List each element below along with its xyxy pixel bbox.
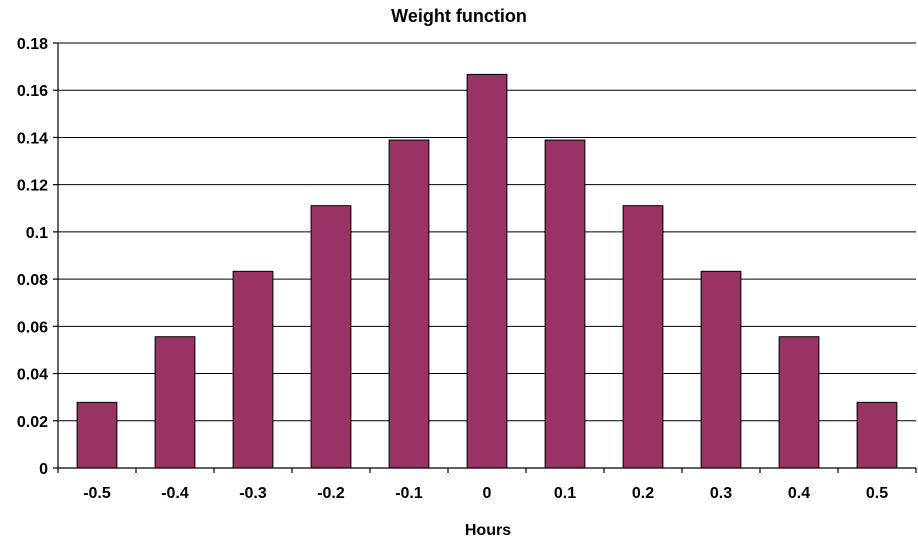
y-tick-label: 0: [39, 461, 48, 478]
x-tick-label: 0.1: [554, 485, 576, 502]
bar-0.5: [856, 401, 898, 469]
bar-0.1: [544, 139, 586, 469]
y-tick-label: 0.1: [26, 225, 48, 242]
x-tick-label: -0.3: [239, 485, 267, 502]
x-tick-labels: -0.5 -0.4 -0.3 -0.2 -0.1 0 0.1 0.2 0.3 0.4 0.5: [57, 468, 917, 502]
bar-0: [466, 73, 508, 469]
x-tick-label: 0: [483, 485, 492, 502]
bar--0.2: [310, 205, 352, 469]
bar--0.4: [154, 336, 196, 469]
bar-0.4: [778, 336, 820, 469]
y-tick-label: 0.08: [17, 272, 48, 289]
bar--0.5: [76, 401, 118, 469]
y-tick-label: 0.12: [17, 178, 48, 195]
y-tick-label: 0.16: [17, 83, 48, 100]
x-tick-label: -0.2: [317, 485, 345, 502]
bar--0.3: [232, 270, 274, 469]
y-tick-labels: 0 0.02 0.04 0.06 0.08 0.1 0.12 0.14 0.16 0.18: [17, 36, 58, 478]
x-tick-label: -0.5: [83, 485, 111, 502]
x-tick-label: 0.5: [866, 485, 888, 502]
x-axis-label: Hours: [465, 522, 511, 539]
y-tick-label: 0.06: [17, 319, 48, 336]
bar-0.2: [622, 205, 664, 469]
x-tick-label: 0.3: [710, 485, 732, 502]
bars: [76, 73, 898, 469]
y-tick-label: 0.04: [17, 367, 48, 384]
bar-0.3: [700, 270, 742, 469]
axes: [57, 43, 916, 469]
chart-title: Weight function: [391, 6, 527, 26]
x-tick-label: -0.1: [395, 485, 423, 502]
x-tick-label: 0.4: [788, 485, 810, 502]
x-tick-label: 0.2: [632, 485, 654, 502]
bar--0.1: [388, 139, 430, 469]
y-tick-label: 0.18: [17, 36, 48, 53]
x-tick-label: -0.4: [161, 485, 189, 502]
y-tick-label: 0.02: [17, 414, 48, 431]
y-tick-label: 0.14: [17, 130, 48, 147]
